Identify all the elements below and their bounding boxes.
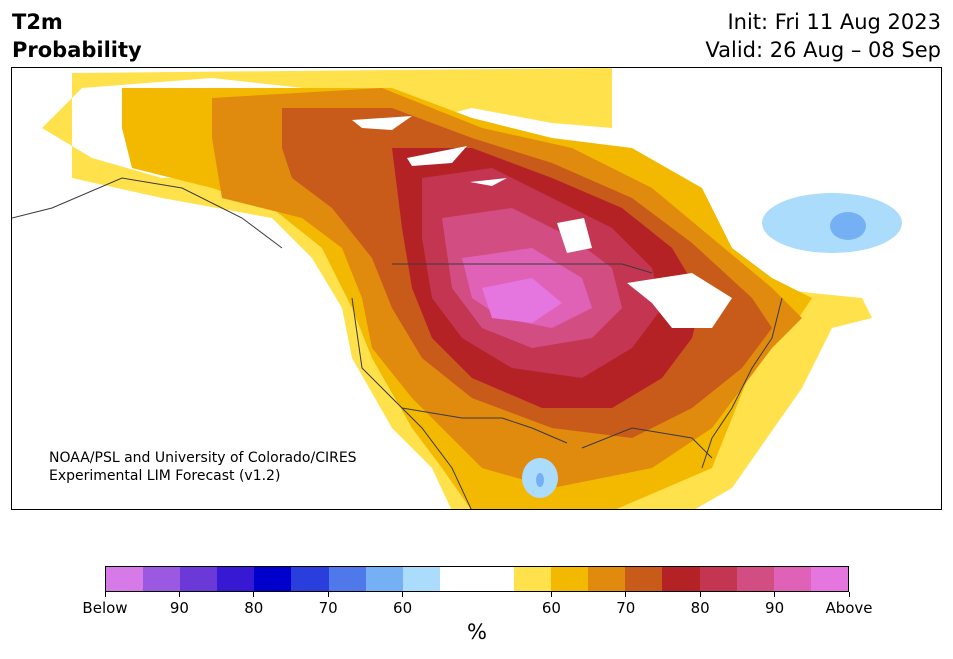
warm-probability-fill bbox=[42, 68, 872, 509]
colorbar bbox=[105, 566, 849, 592]
colorbar-tick bbox=[699, 592, 701, 597]
colorbar-swatch bbox=[180, 567, 218, 591]
colorbar-swatch bbox=[588, 567, 626, 591]
colorbar-tick bbox=[253, 592, 255, 597]
credit-line-1: NOAA/PSL and University of Colorado/CIRE… bbox=[49, 450, 357, 466]
map-title: T2m Probability bbox=[12, 8, 142, 64]
title-line-1: T2m bbox=[12, 10, 63, 34]
colorbar-swatch bbox=[439, 567, 515, 591]
colorbar-swatch bbox=[328, 567, 366, 591]
colorbar-swatch bbox=[810, 567, 848, 591]
prob-zone-99 bbox=[482, 278, 562, 323]
colorbar-tick bbox=[178, 592, 180, 597]
lake-winnipeg bbox=[557, 218, 592, 253]
forecast-dates: Init: Fri 11 Aug 2023 Valid: 26 Aug – 08… bbox=[705, 8, 941, 64]
colorbar-unit: % bbox=[467, 620, 487, 644]
colorbar-tick-label: 70 bbox=[616, 599, 636, 617]
west-coastline bbox=[351, 297, 472, 509]
colorbar-swatch bbox=[106, 567, 144, 591]
colorbar-tick-label: 80 bbox=[244, 599, 264, 617]
colorbar-tick-label: 90 bbox=[169, 599, 189, 617]
great-slave-lake bbox=[407, 146, 467, 166]
cool-zone-quebec-70 bbox=[830, 212, 866, 240]
colorbar-tick-label: 70 bbox=[318, 599, 338, 617]
probability-map bbox=[12, 68, 902, 509]
colorbar-tick bbox=[550, 592, 552, 597]
boundaries bbox=[12, 177, 783, 509]
great-bear-lake bbox=[352, 116, 412, 130]
colorbar-tick bbox=[104, 592, 106, 597]
cool-probability-fill bbox=[522, 193, 902, 498]
lake-athabasca bbox=[470, 178, 507, 186]
colorbar-swatch bbox=[625, 567, 663, 591]
credit-text: NOAA/PSL and University of Colorado/CIRE… bbox=[49, 449, 357, 485]
colorbar-swatch bbox=[699, 567, 737, 591]
colorbar-swatch bbox=[365, 567, 403, 591]
colorbar-swatch bbox=[736, 567, 774, 591]
colorbar-tick-label: Below bbox=[82, 599, 128, 617]
colorbar-swatch bbox=[514, 567, 552, 591]
great-lakes bbox=[627, 273, 732, 328]
colorbar-tick-label: 90 bbox=[765, 599, 785, 617]
colorbar-tick bbox=[774, 592, 776, 597]
colorbar-tick bbox=[327, 592, 329, 597]
us-canada-border bbox=[392, 263, 653, 274]
cool-zone-mexico-70 bbox=[536, 473, 544, 487]
colorbar-swatch bbox=[551, 567, 589, 591]
colorbar-swatch bbox=[254, 567, 292, 591]
init-date: Init: Fri 11 Aug 2023 bbox=[727, 10, 941, 34]
colorbar-swatch bbox=[143, 567, 181, 591]
gulf-coastline bbox=[581, 427, 713, 459]
us-mexico-border bbox=[401, 407, 568, 444]
colorbar-swatch bbox=[662, 567, 700, 591]
colorbar-swatch bbox=[402, 567, 440, 591]
alaska-coastline bbox=[12, 177, 283, 249]
valid-range: Valid: 26 Aug – 08 Sep bbox=[705, 38, 941, 62]
colorbar-tick-label: 60 bbox=[393, 599, 413, 617]
map-panel bbox=[11, 67, 942, 510]
colorbar-tick-label: 80 bbox=[690, 599, 710, 617]
colorbar-tick bbox=[402, 592, 404, 597]
east-coastline bbox=[701, 297, 783, 469]
lakes bbox=[352, 116, 732, 328]
colorbar-tick bbox=[848, 592, 850, 597]
colorbar-tick-label: 60 bbox=[541, 599, 561, 617]
title-line-2: Probability bbox=[12, 38, 142, 62]
colorbar-swatch bbox=[291, 567, 329, 591]
colorbar-tick bbox=[625, 592, 627, 597]
colorbar-swatch bbox=[217, 567, 255, 591]
colorbar-swatch bbox=[773, 567, 811, 591]
colorbar-tick-label: Above bbox=[825, 599, 873, 617]
credit-line-2: Experimental LIM Forecast (v1.2) bbox=[49, 468, 281, 484]
